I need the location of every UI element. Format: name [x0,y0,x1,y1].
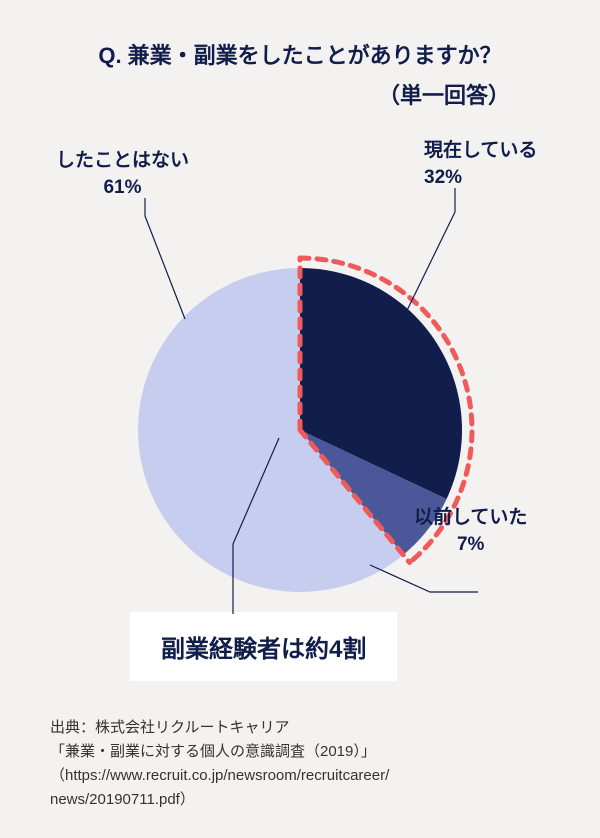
slice-label-text: 以前していた [414,505,527,532]
source-line2: 「兼業・副業に対する個人の意識調査（2019）」 [50,740,389,764]
question-line2: （単一回答） [0,78,600,110]
source-line1: 出典：株式会社リクルートキャリア [50,716,389,740]
slice-label-currently: 現在している32% [424,138,537,191]
slice-label-never: したことはない61% [56,148,189,201]
slice-label-pct: 61% [56,175,189,202]
slice-label-text: したことはない [56,148,189,175]
callout-box: 副業経験者は約4割 [130,612,397,681]
slice-label-pct: 7% [414,532,527,559]
slice-label-previously: 以前していた7% [414,505,527,558]
pie-chart: 現在している32% 以前していた7% したことはない61% [0,120,600,620]
source-line4: news/20190711.pdf） [50,788,389,812]
question-block: Q. 兼業・副業をしたことがありますか？ （単一回答） [0,38,600,110]
source-block: 出典：株式会社リクルートキャリア 「兼業・副業に対する個人の意識調査（2019）… [50,716,389,812]
leader-line [370,565,478,592]
question-line1: Q. 兼業・副業をしたことがありますか？ [0,38,600,70]
callout-text: 副業経験者は約4割 [161,636,366,663]
slice-label-pct: 32% [424,165,537,192]
slice-label-text: 現在している [424,138,537,165]
leader-line [145,198,185,319]
source-line3: （https://www.recruit.co.jp/newsroom/recr… [50,764,389,788]
